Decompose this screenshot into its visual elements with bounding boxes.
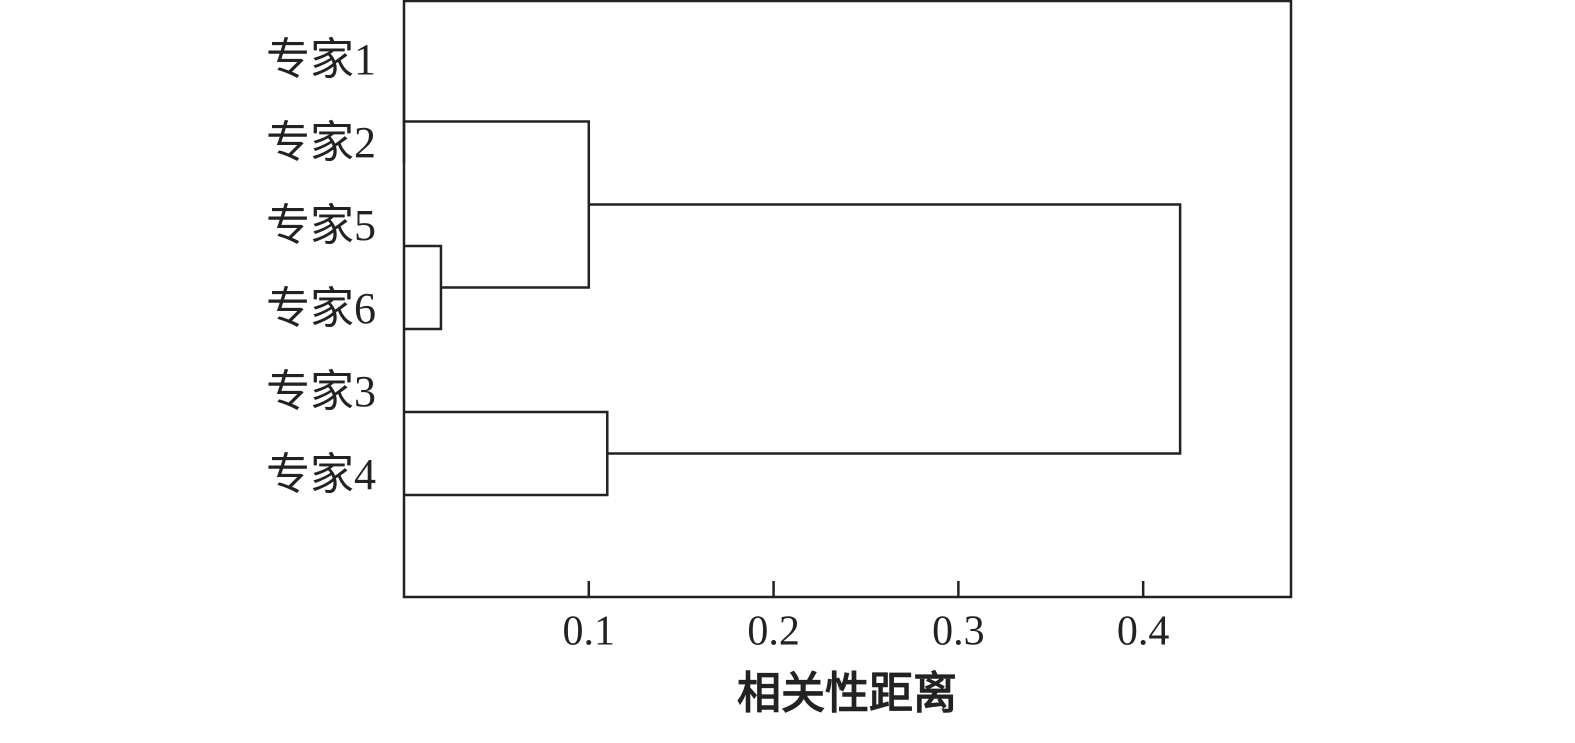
x-tick-label: 0.1 xyxy=(563,609,616,655)
leaf-label: 专家5 xyxy=(266,201,376,250)
x-axis-label: 相关性距离 xyxy=(737,669,957,718)
merge-link xyxy=(404,244,443,331)
merge-link xyxy=(588,203,1182,455)
leaf-label: 专家4 xyxy=(266,450,376,499)
x-tick-label: 0.4 xyxy=(1117,609,1170,655)
x-tick-label: 0.3 xyxy=(932,609,985,655)
leaf-label: 专家2 xyxy=(266,118,376,167)
leaf-label: 专家3 xyxy=(266,367,376,416)
plot-frame xyxy=(402,0,1293,599)
leaf-label: 专家6 xyxy=(266,284,376,333)
leaf-label: 专家1 xyxy=(266,35,376,84)
merge-link xyxy=(404,410,609,497)
merge-link xyxy=(404,120,591,289)
x-tick-label: 0.2 xyxy=(747,609,800,655)
